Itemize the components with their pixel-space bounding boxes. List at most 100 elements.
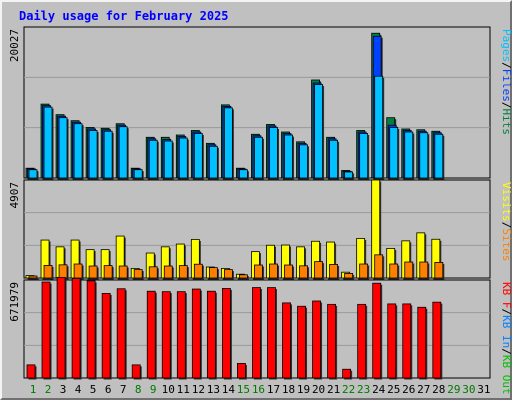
x-tick-label: 10 xyxy=(162,383,175,396)
bar-sites xyxy=(43,265,53,279)
panel-bottom: 671979 KB F/KB In/KB Out xyxy=(8,276,512,395)
bar-sites xyxy=(284,264,293,279)
bar-kbytes xyxy=(116,288,126,379)
y-max-label-top: 20027 xyxy=(8,29,21,62)
bar-kbytes xyxy=(312,300,321,379)
x-tick-label: 11 xyxy=(177,383,190,396)
bar-kbytes xyxy=(297,305,306,379)
bar-sites xyxy=(133,269,143,279)
bar-sites-shadow xyxy=(30,277,39,280)
bar-pages xyxy=(419,132,429,179)
x-tick-label: 12 xyxy=(192,383,205,396)
bar-pages xyxy=(404,131,414,179)
x-tick-label: 31 xyxy=(477,383,490,396)
bar-sites xyxy=(193,263,203,279)
bar-kbytes xyxy=(101,293,111,379)
bar-pages xyxy=(239,169,248,179)
bar-kbytes xyxy=(432,301,442,379)
x-tick-label: 6 xyxy=(105,383,112,396)
legend-entry: Visits xyxy=(500,182,512,222)
bar-sites xyxy=(118,265,128,279)
bar-kbytes xyxy=(357,303,367,379)
bar-sites xyxy=(299,265,308,279)
bar-kbytes xyxy=(56,276,66,379)
legend-entry: / xyxy=(500,222,512,229)
bar-pages xyxy=(163,140,173,179)
bar-sites xyxy=(254,264,263,279)
legend-entry: / xyxy=(500,62,512,69)
legend-entry: / xyxy=(500,309,512,316)
bar-sites xyxy=(178,265,188,279)
bar-pages xyxy=(344,171,354,179)
bar-sites xyxy=(404,261,414,279)
bar-kbytes xyxy=(387,303,397,379)
x-tick-label: 15 xyxy=(237,383,250,396)
x-tick-label: 20 xyxy=(312,383,325,396)
x-tick-label: 27 xyxy=(417,383,430,396)
legend-bottom: KB F/KB In/KB Out xyxy=(500,282,512,395)
bar-kbytes xyxy=(41,281,51,379)
legend-entry: Files xyxy=(500,69,512,102)
bar-sites xyxy=(374,254,384,279)
bar-sites xyxy=(103,265,113,279)
bar-sites xyxy=(28,275,38,279)
x-tick-label: 29 xyxy=(447,383,460,396)
bar-sites xyxy=(434,262,444,279)
bar-kbytes xyxy=(26,364,36,379)
bar-kbytes xyxy=(131,364,141,379)
bar-kbytes xyxy=(191,288,201,379)
x-tick-label: 23 xyxy=(357,383,370,396)
panel-middle: 4907 Visits/Sites xyxy=(8,179,512,280)
bar-kbytes xyxy=(372,282,382,379)
bar-pages xyxy=(284,134,293,179)
bar-sites xyxy=(223,269,233,279)
bar-pages xyxy=(269,127,278,179)
x-tick-label: 21 xyxy=(327,383,340,396)
x-tick-label: 14 xyxy=(222,383,236,396)
x-tick-label: 5 xyxy=(90,383,97,396)
x-tick-label: 18 xyxy=(282,383,295,396)
bar-pages xyxy=(178,137,188,179)
bar-pages xyxy=(223,107,233,179)
bar-kbytes xyxy=(71,278,81,379)
bar-sites xyxy=(208,267,218,279)
bar-pages xyxy=(359,133,369,179)
y-max-label-bottom: 671979 xyxy=(8,282,21,322)
bar-sites xyxy=(314,261,323,279)
bar-kbytes xyxy=(146,290,156,379)
chart-title: Daily usage for February 2025 xyxy=(19,9,229,23)
bar-kbytes xyxy=(282,302,291,379)
bar-sites xyxy=(163,265,173,279)
bar-sites xyxy=(239,274,248,279)
x-tick-label: 9 xyxy=(150,383,157,396)
bar-sites xyxy=(359,263,369,279)
bar-sites xyxy=(419,261,429,279)
bar-sites xyxy=(269,263,278,279)
x-tick-label: 26 xyxy=(402,383,415,396)
bar-kbytes xyxy=(176,291,186,379)
bar-pages xyxy=(389,127,399,179)
bar-sites xyxy=(344,273,354,279)
x-tick-label: 3 xyxy=(60,383,67,396)
x-tick-label: 4 xyxy=(75,383,82,396)
legend-entry: / xyxy=(500,348,512,355)
bar-sites xyxy=(389,263,399,279)
x-tick-label: 19 xyxy=(297,383,310,396)
bar-pages xyxy=(43,106,53,179)
legend-entry: Sites xyxy=(500,228,512,261)
legend-entry: KB In xyxy=(500,315,512,348)
bar-kbytes xyxy=(221,288,231,379)
bar-pages xyxy=(208,145,218,179)
bar-pages xyxy=(374,75,384,179)
bar-pages xyxy=(314,84,323,179)
x-tick-label: 2 xyxy=(45,383,52,396)
legend-top: Pages/Files/Hits xyxy=(500,29,512,135)
bar-sites xyxy=(148,266,158,279)
x-tick-label: 30 xyxy=(462,383,475,396)
bar-pages xyxy=(329,139,339,179)
bar-kbytes xyxy=(417,306,427,379)
bar-pages xyxy=(58,117,68,179)
bar-pages xyxy=(88,130,98,179)
bar-kbytes xyxy=(161,291,171,379)
